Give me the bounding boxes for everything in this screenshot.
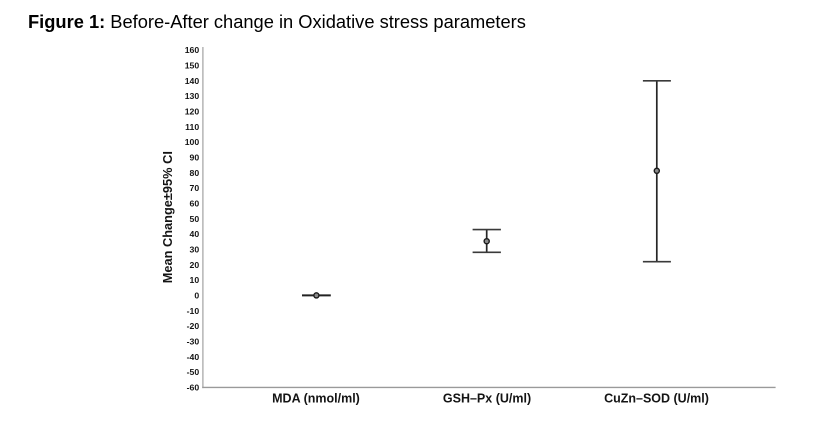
svg-text:110: 110	[185, 122, 199, 132]
svg-text:-40: -40	[187, 352, 200, 362]
svg-text:60: 60	[190, 199, 200, 209]
svg-text:140: 140	[185, 76, 200, 86]
svg-text:160: 160	[185, 45, 200, 55]
svg-text:90: 90	[190, 153, 200, 163]
svg-text:-20: -20	[187, 321, 200, 331]
svg-text:70: 70	[190, 183, 200, 193]
svg-text:10: 10	[190, 275, 200, 285]
svg-text:MDA (nmol/ml): MDA (nmol/ml)	[272, 392, 360, 406]
svg-text:0: 0	[194, 291, 199, 301]
svg-text:150: 150	[185, 61, 200, 71]
svg-text:100: 100	[185, 137, 200, 147]
svg-text:-60: -60	[187, 383, 200, 393]
svg-text:40: 40	[190, 229, 200, 239]
svg-text:130: 130	[185, 91, 200, 101]
svg-text:-10: -10	[187, 306, 200, 316]
svg-text:20: 20	[190, 260, 200, 270]
svg-text:120: 120	[185, 107, 200, 117]
svg-text:80: 80	[190, 168, 200, 178]
svg-text:30: 30	[190, 245, 200, 255]
svg-text:-50: -50	[187, 367, 200, 377]
svg-text:Figure 1: Before-After change: Figure 1: Before-After change in Oxidati…	[28, 11, 526, 32]
svg-text:50: 50	[190, 214, 200, 224]
svg-text:CuZn–SOD (U/ml): CuZn–SOD (U/ml)	[604, 392, 709, 406]
svg-text:GSH–Px (U/ml): GSH–Px (U/ml)	[443, 392, 531, 406]
svg-text:-30: -30	[187, 337, 200, 347]
svg-text:Mean Change±95% CI: Mean Change±95% CI	[160, 151, 175, 283]
